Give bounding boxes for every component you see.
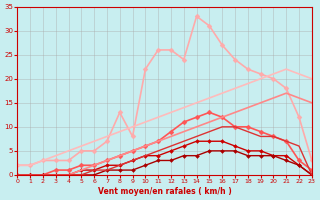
X-axis label: Vent moyen/en rafales ( km/h ): Vent moyen/en rafales ( km/h )	[98, 187, 231, 196]
